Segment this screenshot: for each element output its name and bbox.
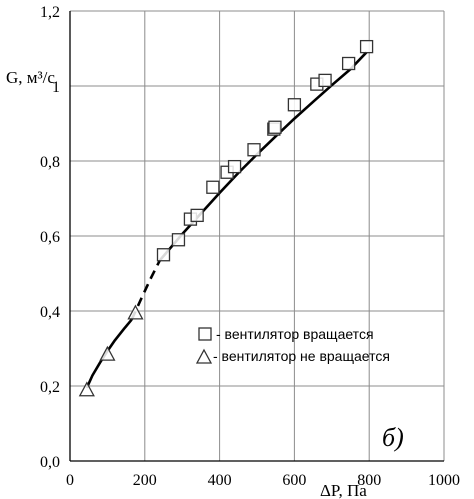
- x-tick-label: 600: [282, 472, 306, 489]
- square-marker-point: [268, 120, 282, 134]
- square-marker-point: [156, 248, 171, 262]
- y-axis-label: G, м³/с: [6, 68, 55, 87]
- x-tick-label: 0: [66, 472, 74, 489]
- legend-square-marker: [198, 327, 212, 341]
- y-tick-label: 0,6: [40, 229, 60, 246]
- y-tick-label: 0,4: [40, 304, 60, 321]
- panel-label: б): [382, 423, 404, 452]
- square-marker-point: [287, 98, 302, 112]
- y-tick-label: 0,8: [40, 154, 60, 171]
- y-tick-label: 1: [52, 79, 60, 96]
- square-marker-point: [359, 39, 374, 54]
- axes: [69, 11, 444, 462]
- y-tick-label: 0,0: [40, 454, 60, 471]
- x-tick-label: 200: [133, 472, 157, 489]
- fit-line-dashed: [130, 259, 161, 321]
- legend-triangle-marker: [195, 348, 213, 364]
- y-tick-label: 0,2: [40, 379, 60, 396]
- x-axis-label: ΔP, Па: [320, 481, 367, 499]
- y-tick-label: 1,2: [40, 4, 60, 21]
- square-marker-point: [190, 208, 204, 223]
- square-marker-point: [318, 73, 332, 88]
- square-marker-point: [206, 180, 220, 194]
- x-tick-label: 400: [208, 472, 232, 489]
- legend-label-series-1: - вентилятор вращается: [216, 326, 374, 342]
- tick-labels: 0 200 400 600 800 1000 0,0 0,2 0,4 0,6 0,8 1 1,2: [40, 4, 460, 489]
- legend: - вентилятор вращается - вентилятор не в…: [195, 326, 390, 364]
- triangle-marker-point: [127, 304, 144, 320]
- square-marker-point: [247, 143, 261, 157]
- triangle-marker-point: [78, 381, 95, 397]
- legend-label-series-2: - вентилятор не вращается: [213, 348, 390, 364]
- x-tick-label: 800: [357, 472, 381, 489]
- square-marker-point: [341, 56, 356, 71]
- data-markers: [78, 39, 374, 397]
- square-marker-point: [227, 159, 242, 174]
- square-marker-point: [171, 233, 186, 247]
- x-tick-label: 1000: [428, 472, 460, 489]
- triangle-marker-point: [99, 345, 116, 361]
- grid-lines: [70, 10, 445, 461]
